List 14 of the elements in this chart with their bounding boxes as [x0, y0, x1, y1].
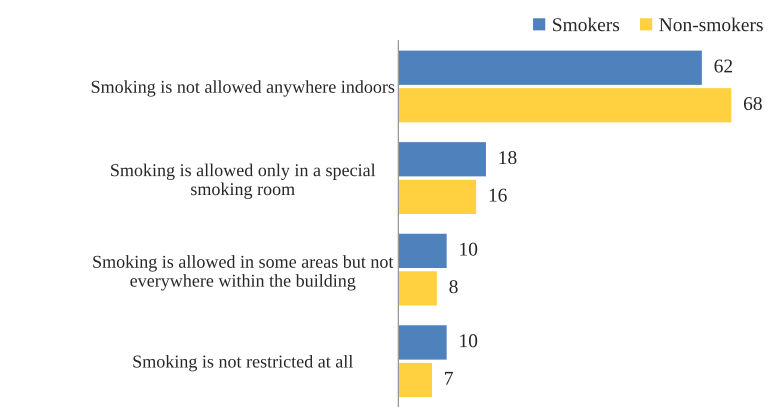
legend-label: Non-smokers — [659, 18, 763, 32]
y-tick-label: Smoking is allowed only in a special smoking room — [111, 164, 376, 199]
data-label: 68 — [744, 97, 762, 110]
y-tick-label: Smoking is not allowed anywhere indoors — [92, 80, 394, 97]
legend-label: Smokers — [553, 18, 620, 32]
data-label: 7 — [445, 372, 453, 385]
data-label: 10 — [460, 334, 478, 348]
data-label: 62 — [714, 60, 732, 73]
data-label: 18 — [499, 151, 516, 164]
data-label: 16 — [490, 188, 507, 202]
y-tick-label: Smoking is allowed in some areas but not everywhere within the building — [93, 255, 394, 291]
data-label: 8 — [449, 280, 458, 294]
y-tick-label: Smoking is not restricted at all — [133, 354, 353, 372]
data-label: 10 — [460, 242, 478, 256]
